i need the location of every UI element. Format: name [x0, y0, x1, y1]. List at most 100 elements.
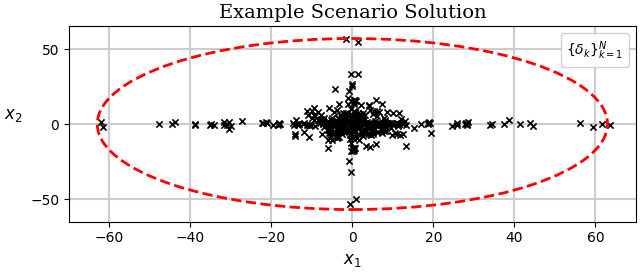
$\{\delta_k\}_{k=1}^N$ [345, 124, 355, 128]
$\{\delta_k\}_{k=1}^N$ [347, 82, 357, 87]
$\{\delta_k\}_{k=1}^N$ [326, 118, 337, 122]
$\{\delta_k\}_{k=1}^N$ [367, 124, 377, 128]
$\{\delta_k\}_{k=1}^N$ [318, 120, 328, 125]
$\{\delta_k\}_{k=1}^N$ [380, 119, 390, 124]
$\{\delta_k\}_{k=1}^N$ [294, 122, 305, 126]
$\{\delta_k\}_{k=1}^N$ [324, 130, 335, 135]
$\{\delta_k\}_{k=1}^N$ [335, 112, 345, 117]
$\{\delta_k\}_{k=1}^N$ [333, 135, 343, 139]
$\{\delta_k\}_{k=1}^N$ [326, 127, 337, 131]
$\{\delta_k\}_{k=1}^N$ [290, 131, 300, 136]
$\{\delta_k\}_{k=1}^N$ [390, 130, 400, 135]
$\{\delta_k\}_{k=1}^N$ [364, 123, 374, 127]
$\{\delta_k\}_{k=1}^N$ [372, 130, 382, 134]
$\{\delta_k\}_{k=1}^N$ [324, 127, 334, 132]
$\{\delta_k\}_{k=1}^N$ [316, 112, 326, 117]
$\{\delta_k\}_{k=1}^N$ [327, 116, 337, 120]
$\{\delta_k\}_{k=1}^N$ [319, 115, 329, 120]
$\{\delta_k\}_{k=1}^N$ [324, 123, 334, 128]
$\{\delta_k\}_{k=1}^N$ [372, 130, 383, 134]
$\{\delta_k\}_{k=1}^N$ [358, 128, 369, 132]
$\{\delta_k\}_{k=1}^N$ [339, 126, 349, 130]
$\{\delta_k\}_{k=1}^N$ [309, 113, 319, 117]
$\{\delta_k\}_{k=1}^N$ [344, 88, 355, 93]
$\{\delta_k\}_{k=1}^N$ [329, 124, 339, 128]
$\{\delta_k\}_{k=1}^N$ [349, 146, 360, 150]
$\{\delta_k\}_{k=1}^N$ [364, 122, 374, 127]
$\{\delta_k\}_{k=1}^N$ [323, 119, 333, 124]
$\{\delta_k\}_{k=1}^N$ [377, 102, 387, 106]
$\{\delta_k\}_{k=1}^N$ [333, 130, 343, 134]
$\{\delta_k\}_{k=1}^N$ [382, 122, 392, 126]
$\{\delta_k\}_{k=1}^N$ [167, 121, 177, 126]
$\{\delta_k\}_{k=1}^N$ [346, 72, 356, 76]
$\{\delta_k\}_{k=1}^N$ [348, 125, 358, 129]
$\{\delta_k\}_{k=1}^N$ [325, 130, 335, 134]
$\{\delta_k\}_{k=1}^N$ [298, 122, 308, 127]
$\{\delta_k\}_{k=1}^N$ [315, 120, 325, 125]
$\{\delta_k\}_{k=1}^N$ [348, 147, 358, 151]
$\{\delta_k\}_{k=1}^N$ [386, 126, 396, 130]
$\{\delta_k\}_{k=1}^N$ [337, 132, 347, 136]
$\{\delta_k\}_{k=1}^N$ [327, 138, 337, 142]
$\{\delta_k\}_{k=1}^N$ [307, 109, 317, 114]
$\{\delta_k\}_{k=1}^N$ [344, 130, 355, 134]
$\{\delta_k\}_{k=1}^N$ [330, 87, 340, 91]
$\{\delta_k\}_{k=1}^N$ [303, 113, 313, 117]
$\{\delta_k\}_{k=1}^N$ [351, 114, 361, 118]
$\{\delta_k\}_{k=1}^N$ [337, 118, 348, 122]
$\{\delta_k\}_{k=1}^N$ [353, 132, 364, 136]
$\{\delta_k\}_{k=1}^N$ [340, 116, 351, 120]
$\{\delta_k\}_{k=1}^N$ [340, 116, 350, 121]
$\{\delta_k\}_{k=1}^N$ [261, 120, 271, 125]
$\{\delta_k\}_{k=1}^N$ [258, 121, 268, 125]
$\{\delta_k\}_{k=1}^N$ [349, 98, 359, 102]
$\{\delta_k\}_{k=1}^N$ [333, 102, 344, 107]
$\{\delta_k\}_{k=1}^N$ [424, 120, 434, 124]
$\{\delta_k\}_{k=1}^N$ [365, 108, 375, 112]
$\{\delta_k\}_{k=1}^N$ [334, 127, 344, 131]
$\{\delta_k\}_{k=1}^N$ [342, 112, 353, 116]
$\{\delta_k\}_{k=1}^N$ [309, 118, 319, 123]
$\{\delta_k\}_{k=1}^N$ [319, 125, 330, 129]
$\{\delta_k\}_{k=1}^N$ [426, 130, 436, 135]
$\{\delta_k\}_{k=1}^N$ [348, 120, 358, 124]
$\{\delta_k\}_{k=1}^N$ [291, 117, 301, 122]
$\{\delta_k\}_{k=1}^N$ [358, 130, 368, 134]
$\{\delta_k\}_{k=1}^N$ [338, 124, 348, 128]
$\{\delta_k\}_{k=1}^N$ [342, 122, 353, 126]
$\{\delta_k\}_{k=1}^N$ [364, 120, 374, 125]
$\{\delta_k\}_{k=1}^N$ [95, 120, 106, 124]
$\{\delta_k\}_{k=1}^N$ [385, 122, 395, 127]
$\{\delta_k\}_{k=1}^N$ [329, 123, 339, 128]
$\{\delta_k\}_{k=1}^N$ [330, 121, 340, 125]
$\{\delta_k\}_{k=1}^N$ [335, 118, 346, 123]
$\{\delta_k\}_{k=1}^N$ [393, 121, 403, 126]
$\{\delta_k\}_{k=1}^N$ [352, 121, 362, 126]
$\{\delta_k\}_{k=1}^N$ [268, 123, 278, 127]
$\{\delta_k\}_{k=1}^N$ [372, 121, 382, 126]
$\{\delta_k\}_{k=1}^N$ [349, 98, 360, 102]
$\{\delta_k\}_{k=1}^N$ [223, 120, 234, 124]
$\{\delta_k\}_{k=1}^N$ [371, 142, 381, 147]
$\{\delta_k\}_{k=1}^N$ [360, 121, 370, 125]
$\{\delta_k\}_{k=1}^N$ [368, 112, 378, 116]
$\{\delta_k\}_{k=1}^N$ [331, 131, 341, 135]
$\{\delta_k\}_{k=1}^N$ [321, 122, 332, 126]
$\{\delta_k\}_{k=1}^N$ [368, 132, 378, 136]
$\{\delta_k\}_{k=1}^N$ [349, 146, 360, 151]
$\{\delta_k\}_{k=1}^N$ [347, 124, 357, 129]
$\{\delta_k\}_{k=1}^N$ [347, 135, 357, 140]
$\{\delta_k\}_{k=1}^N$ [387, 121, 397, 126]
$\{\delta_k\}_{k=1}^N$ [275, 122, 285, 126]
$\{\delta_k\}_{k=1}^N$ [324, 105, 334, 110]
$\{\delta_k\}_{k=1}^N$ [348, 149, 358, 153]
$\{\delta_k\}_{k=1}^N$ [209, 123, 220, 127]
$\{\delta_k\}_{k=1}^N$ [355, 116, 365, 120]
$\{\delta_k\}_{k=1}^N$ [371, 123, 381, 127]
$\{\delta_k\}_{k=1}^N$ [330, 130, 340, 134]
$\{\delta_k\}_{k=1}^N$ [378, 121, 388, 126]
$\{\delta_k\}_{k=1}^N$ [374, 110, 384, 114]
$\{\delta_k\}_{k=1}^N$ [372, 114, 382, 118]
$\{\delta_k\}_{k=1}^N$ [298, 121, 308, 126]
